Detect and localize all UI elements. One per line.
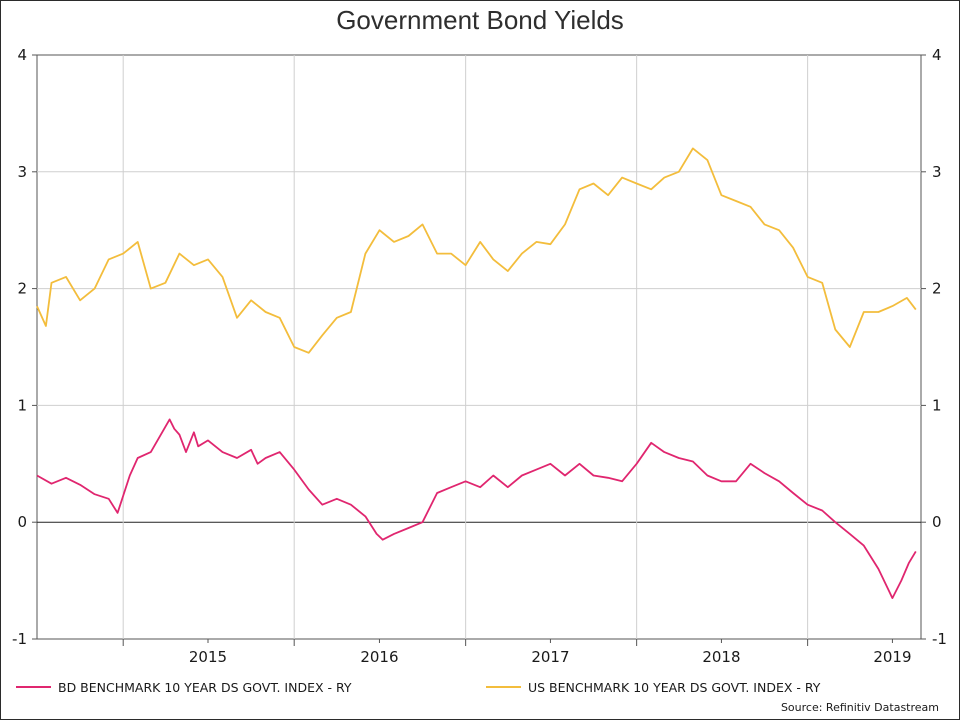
x-tick-label: 2016 — [360, 648, 398, 666]
y-tick-label-right: 3 — [932, 163, 942, 181]
legend-label-bd: BD BENCHMARK 10 YEAR DS GOVT. INDEX - RY — [58, 680, 352, 695]
x-tick-label: 2017 — [531, 648, 569, 666]
legend: BD BENCHMARK 10 YEAR DS GOVT. INDEX - RY… — [16, 680, 821, 695]
y-tick-label-left: 4 — [17, 46, 27, 64]
y-tick-label-left: 3 — [17, 163, 27, 181]
y-tick-label-right: 0 — [932, 513, 942, 531]
y-tick-label-left: 2 — [17, 280, 27, 298]
y-axis-right: 4 3 2 1 0 -1 — [921, 46, 947, 648]
y-tick-label-right: 2 — [932, 280, 942, 298]
legend-label-us: US BENCHMARK 10 YEAR DS GOVT. INDEX - RY — [528, 680, 821, 695]
y-tick-label-left: 0 — [17, 513, 27, 531]
x-tick-label: 2015 — [189, 648, 227, 666]
y-axis-left: 4 3 2 1 0 -1 — [12, 46, 37, 648]
x-tick-label: 2018 — [702, 648, 740, 666]
chart-title: Government Bond Yields — [336, 5, 624, 35]
series-line-us — [36, 147, 917, 354]
grid-layer — [37, 55, 921, 639]
plot-area — [36, 54, 922, 640]
series-line-bd — [36, 418, 917, 599]
y-tick-label-right: 1 — [932, 396, 942, 414]
y-tick-label-left: -1 — [12, 630, 27, 648]
y-tick-label-right: -1 — [932, 630, 947, 648]
x-axis: 2015 2016 2017 2018 2019 — [122, 639, 912, 666]
y-tick-label-right: 4 — [932, 46, 942, 64]
y-tick-label-left: 1 — [17, 396, 27, 414]
series-layer — [36, 147, 917, 599]
source-note: Source: Refinitiv Datastream — [781, 701, 939, 714]
x-tick-label: 2019 — [873, 648, 911, 666]
